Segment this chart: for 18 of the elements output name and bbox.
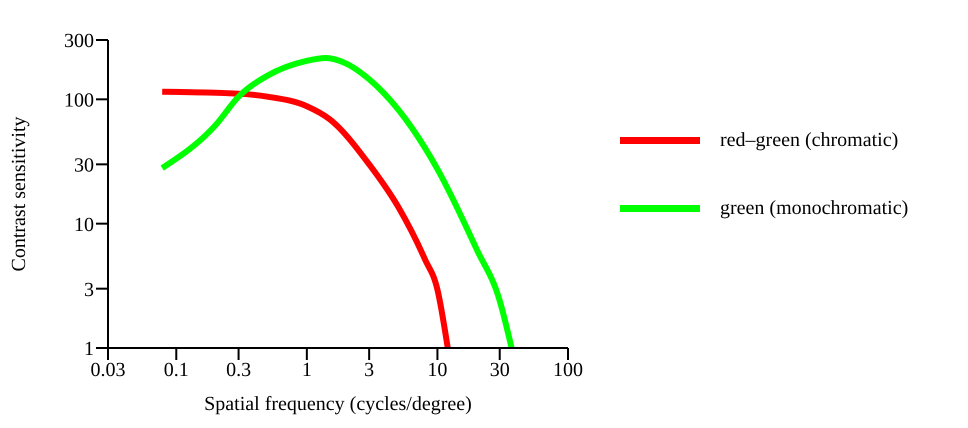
- y-tick-label: 300: [64, 30, 94, 52]
- y-axis-title: Contrast sensitivity: [8, 116, 30, 272]
- x-tick-label: 100: [553, 359, 583, 382]
- x-axis-title: Spatial frequency (cycles/degree): [204, 393, 472, 415]
- y-tick-label: 3: [84, 278, 94, 301]
- x-tick-label: 3: [364, 359, 374, 382]
- y-tick-label: 100: [64, 89, 94, 112]
- y-tick-label: 1: [84, 338, 94, 360]
- y-tick-label: 30: [74, 154, 94, 176]
- x-tick-label: 1: [302, 359, 312, 382]
- y-tick-label: 10: [74, 214, 94, 236]
- x-tick-label: 0.3: [226, 359, 252, 382]
- legend-label: red–green (chromatic): [720, 128, 898, 152]
- x-tick-label: 0.03: [90, 359, 126, 382]
- x-tick-label: 30: [490, 359, 510, 382]
- x-tick-label: 10: [427, 359, 448, 382]
- x-tick-label: 0.1: [164, 359, 189, 382]
- legend-label: green (monochromatic): [720, 196, 908, 220]
